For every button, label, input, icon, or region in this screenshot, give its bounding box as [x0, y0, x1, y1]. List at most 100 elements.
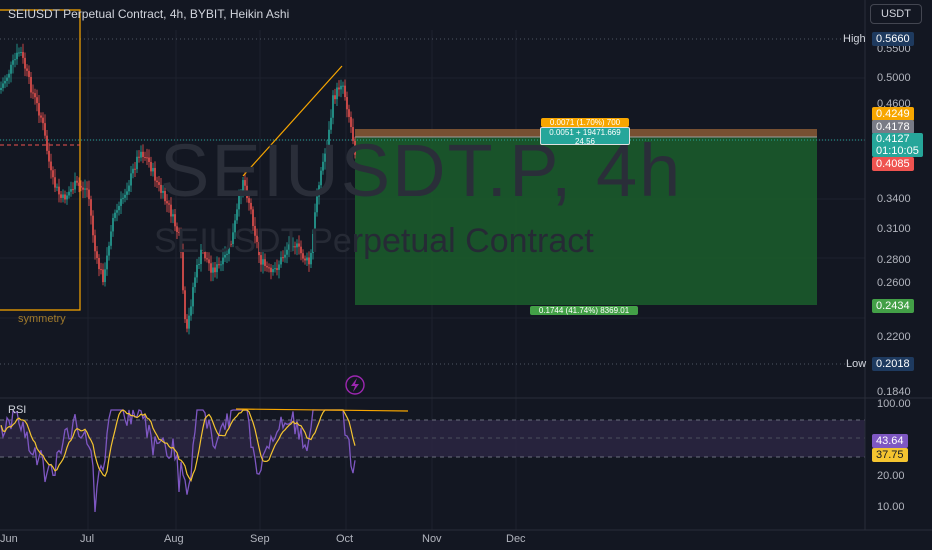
candle-body [334, 95, 336, 100]
candle-body [324, 153, 326, 162]
candle-body [198, 264, 200, 266]
symmetry-box[interactable] [0, 9, 81, 311]
low-value-tag: 0.2018 [872, 357, 914, 371]
lightning-icon[interactable] [345, 375, 365, 395]
candle-body [208, 259, 210, 264]
candle-body [102, 269, 104, 283]
candle-body [6, 77, 8, 81]
candle-body [28, 70, 30, 77]
candle-body [328, 129, 330, 148]
candle-body [50, 161, 52, 171]
candle-body [16, 52, 18, 60]
candle-body [288, 244, 290, 250]
candle-body [302, 253, 304, 259]
candle-body [160, 184, 162, 193]
candle-body [206, 258, 208, 260]
candle-body [74, 180, 76, 190]
rsi-label: RSI [8, 404, 27, 416]
candle-body [112, 217, 114, 232]
candle-body [98, 258, 100, 270]
candle-body [166, 201, 168, 204]
candle-body [48, 150, 50, 162]
rsi-tick: 20.00 [877, 470, 905, 482]
candle-body [84, 188, 86, 190]
low-label: Low [846, 358, 867, 370]
rsi-tick: 100.00 [877, 398, 911, 410]
candle-body [340, 85, 342, 90]
time-label: Jul [80, 533, 95, 545]
candle-body [350, 116, 352, 128]
candle-body [10, 64, 12, 74]
candle-body [138, 156, 140, 158]
candle-body [124, 194, 126, 198]
candle-body [348, 109, 350, 117]
candle-body [152, 168, 154, 172]
stop-label: 0.0071 (1.70%) 700 [541, 118, 629, 127]
candle-body [174, 214, 176, 227]
current-price-tag: 0.4127 01:10:05 [872, 133, 923, 157]
currency-button[interactable]: USDT [870, 4, 922, 24]
candle-body [42, 117, 44, 124]
candle-body [226, 253, 228, 255]
candle-body [86, 188, 88, 190]
candle-body [234, 220, 236, 233]
candle-body [158, 182, 160, 185]
price-tick: 0.2600 [877, 277, 911, 289]
candle-body [264, 259, 266, 266]
candle-body [254, 225, 256, 236]
candle-body [244, 180, 246, 186]
candle-body [126, 191, 128, 195]
candle-body [326, 147, 328, 154]
candle-body [312, 233, 314, 253]
rsi-divergence-line[interactable] [235, 408, 409, 412]
candle-body [310, 252, 312, 265]
candle-body [272, 269, 274, 273]
candle-body [2, 83, 4, 88]
countdown-value: 01:10:05 [876, 145, 919, 157]
candle-body [184, 290, 186, 320]
candle-body [266, 265, 268, 268]
candle-body [172, 214, 174, 217]
candle-body [330, 117, 332, 130]
candle-body [146, 157, 148, 159]
time-label: Nov [422, 533, 442, 545]
candle-body [30, 76, 32, 93]
candle-body [78, 182, 80, 186]
candle-body [164, 191, 166, 202]
candle-body [260, 255, 262, 265]
candle-body [346, 97, 348, 110]
price-tick: 0.5000 [877, 72, 911, 84]
candle-body [214, 267, 216, 273]
candle-body [66, 195, 68, 200]
candle-body [316, 196, 318, 213]
high-value-tag: 0.5660 [872, 32, 914, 46]
candle-body [104, 269, 106, 283]
candle-series [0, 43, 356, 335]
candle-body [248, 198, 250, 203]
symmetry-label: symmetry [18, 313, 66, 325]
candle-body [224, 254, 226, 258]
candle-body [132, 168, 134, 174]
candle-body [24, 57, 26, 69]
candle-body [0, 87, 2, 90]
candle-body [54, 177, 56, 188]
candle-body [242, 180, 244, 194]
candle-body [286, 249, 288, 255]
candle-body [222, 257, 224, 265]
trend-line[interactable] [242, 65, 343, 177]
stop-price-tag: 0.4085 [872, 157, 914, 171]
candle-body [232, 232, 234, 245]
candle-body [228, 243, 230, 254]
candle-body [320, 170, 322, 186]
candle-body [26, 68, 28, 71]
candle-body [110, 231, 112, 246]
time-label: Jun [0, 533, 18, 545]
candle-body [4, 80, 6, 84]
time-label: Oct [336, 533, 354, 545]
candle-body [216, 264, 218, 273]
watermark-description: SEIUSDT Perpetual Contract [154, 222, 594, 260]
candle-body [268, 267, 270, 269]
profit-zone[interactable] [355, 137, 817, 305]
candle-body [220, 264, 222, 266]
